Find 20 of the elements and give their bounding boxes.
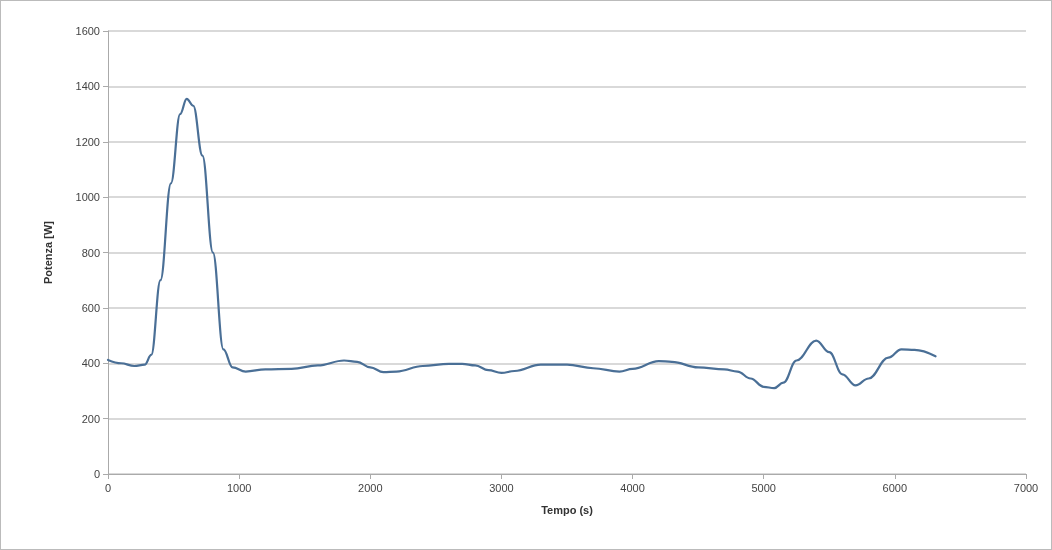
x-tick-label: 5000 <box>751 481 776 494</box>
y-tick-label: 1200 <box>75 135 100 148</box>
y-tick-label: 0 <box>93 468 100 480</box>
x-tick-label: 2000 <box>358 481 383 494</box>
y-axis-title: Potenza [W] <box>41 220 54 284</box>
y-tick-label: 1400 <box>75 80 100 93</box>
y-tick-label: 600 <box>81 301 100 314</box>
x-tick-label: 3000 <box>489 481 514 494</box>
x-tick-label: 4000 <box>620 481 645 494</box>
x-axis-title: Tempo (s) <box>541 503 594 516</box>
x-tick-label: 7000 <box>1013 481 1039 494</box>
line-series <box>106 97 937 390</box>
y-tick-label: 200 <box>81 412 100 425</box>
y-tick-label: 800 <box>81 246 100 259</box>
y-tick-label: 1000 <box>75 191 100 204</box>
x-tick-label: 1000 <box>226 481 252 494</box>
x-tick-label: 0 <box>104 481 112 494</box>
y-tick-label: 1600 <box>75 25 100 37</box>
y-tick-label: 400 <box>81 357 100 370</box>
x-tick-label: 6000 <box>882 481 908 494</box>
